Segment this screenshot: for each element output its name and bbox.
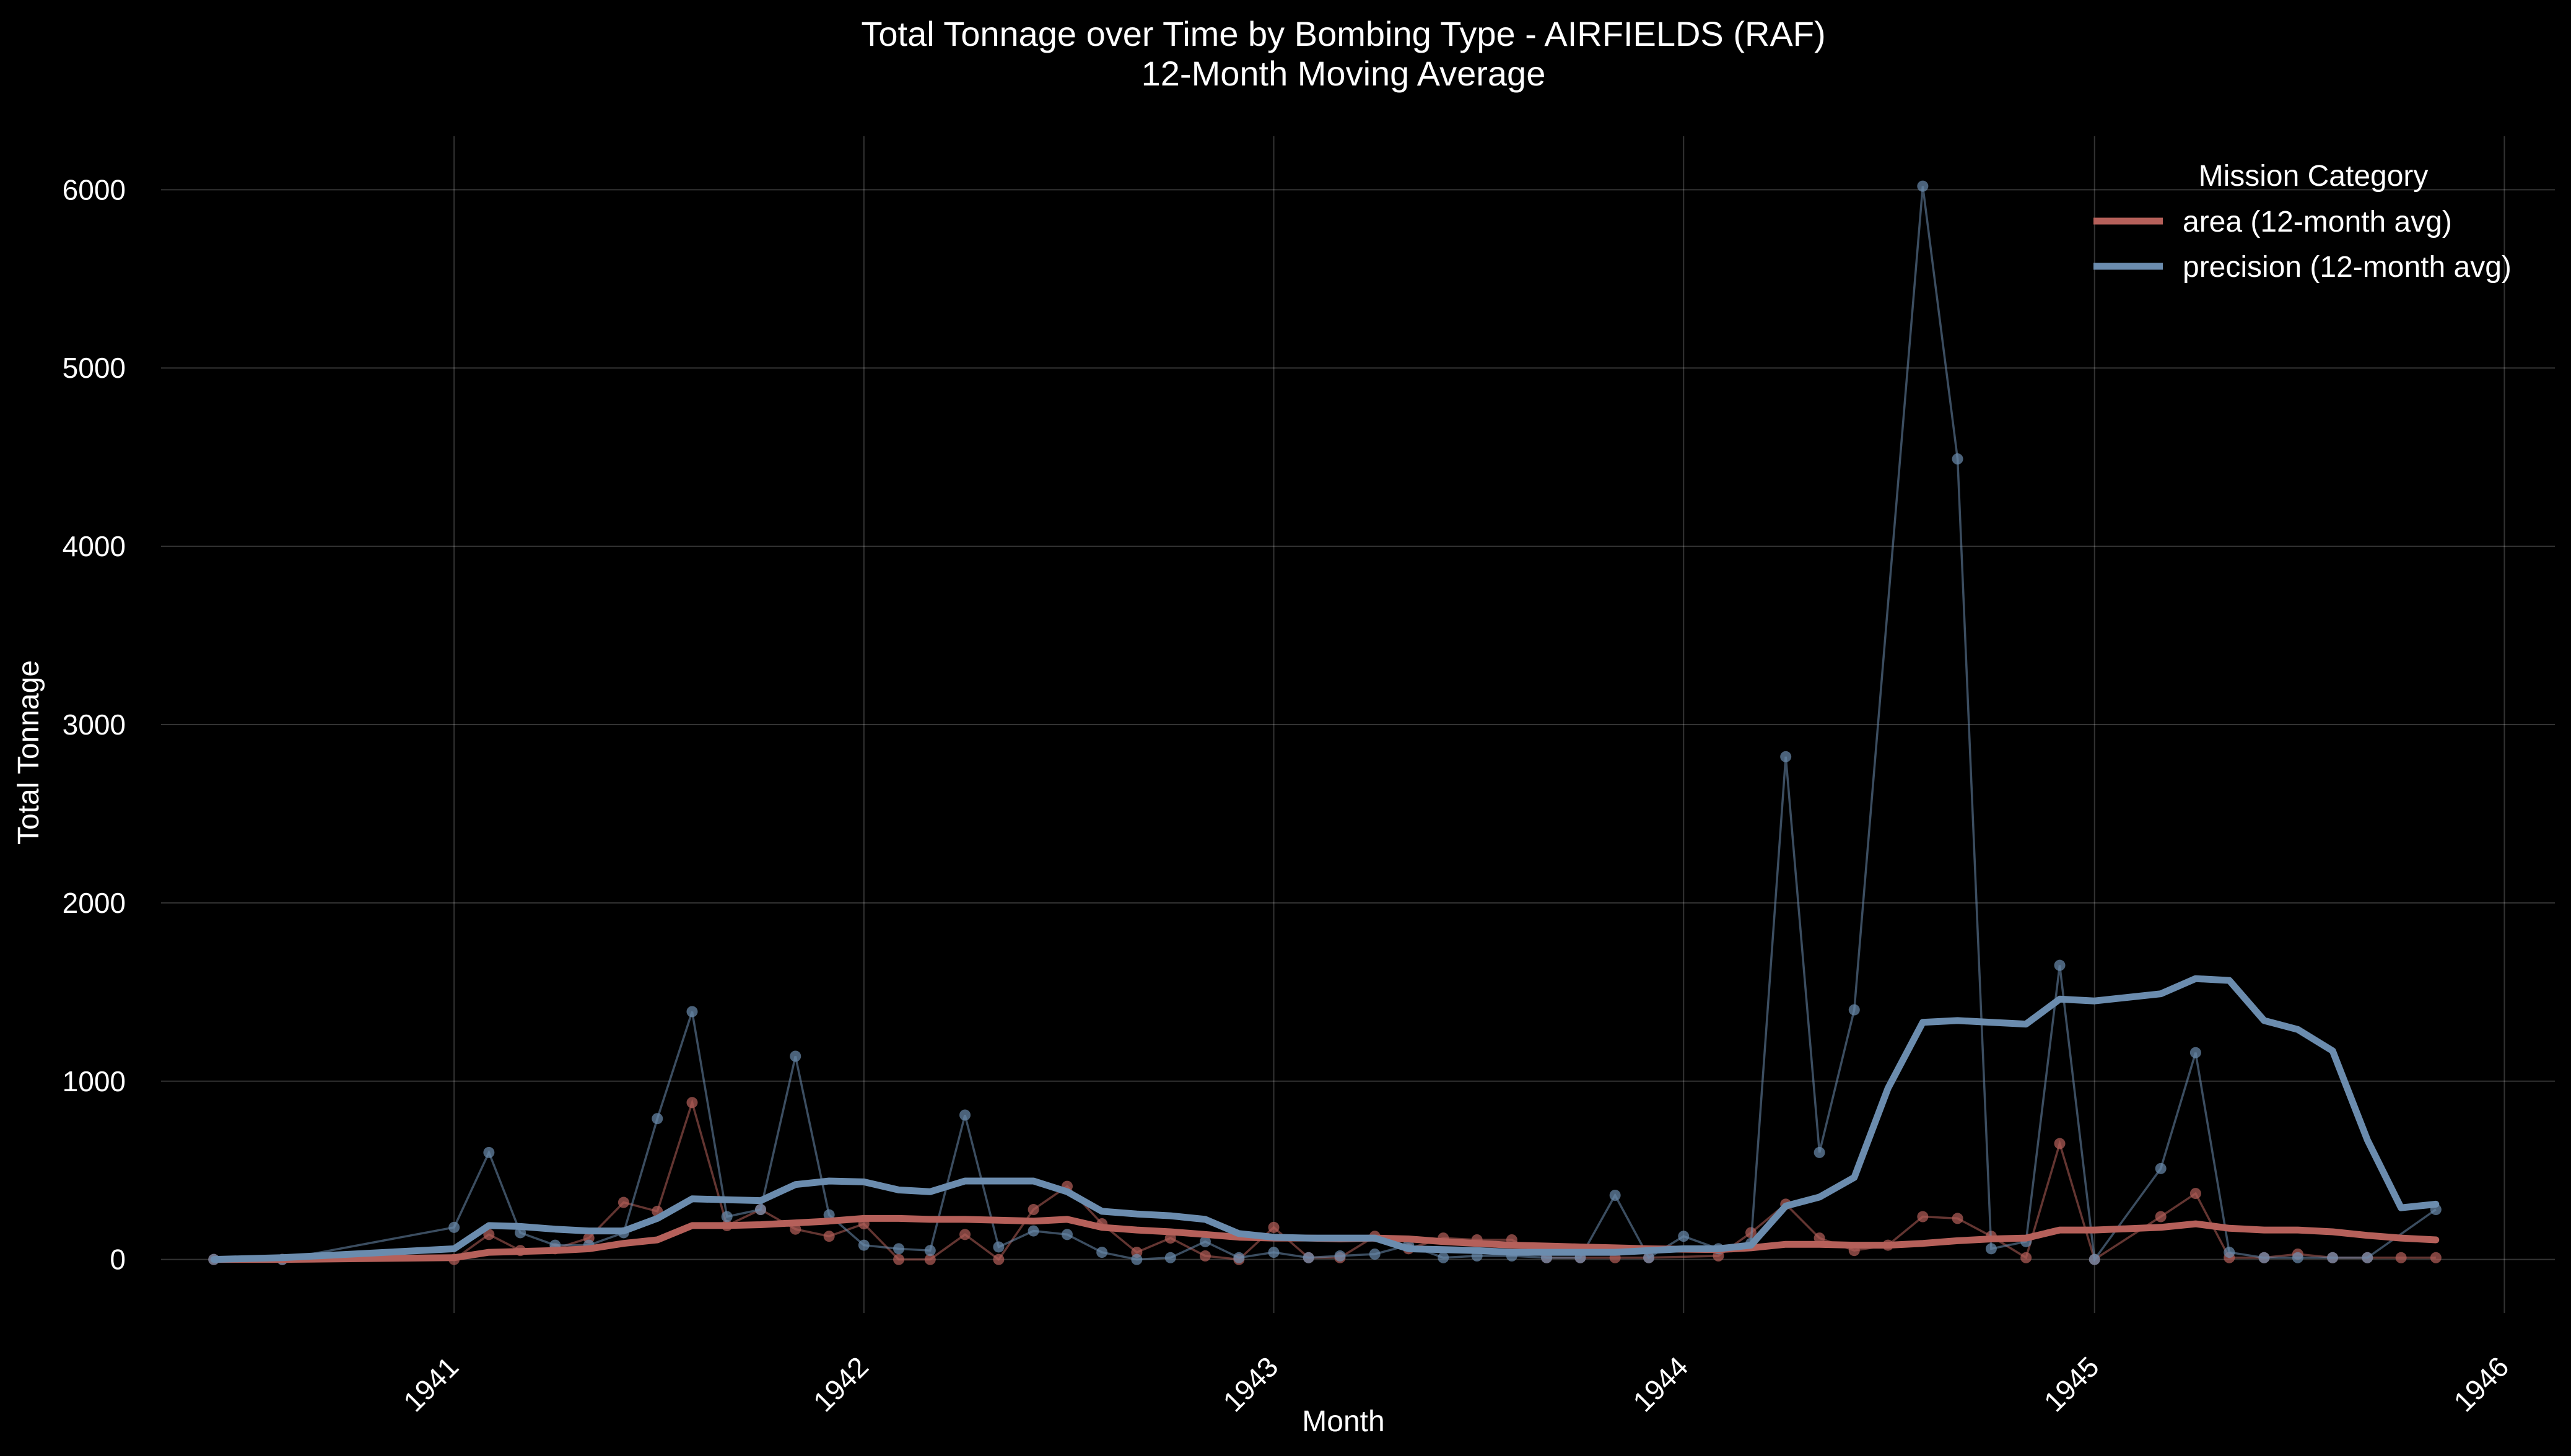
data-point-precision [1131,1253,1143,1265]
data-point-precision [959,1109,971,1121]
data-point-precision [2362,1252,2373,1263]
y-tick-label: 4000 [63,530,126,562]
data-point-area [2395,1252,2407,1263]
data-point-precision [2189,1047,2201,1058]
data-point-precision [993,1241,1005,1253]
data-point-precision [1233,1252,1245,1263]
data-point-precision [1164,1252,1176,1263]
grid [161,136,2555,1313]
data-point-area [1199,1250,1211,1262]
data-point-precision [721,1211,733,1223]
data-point-precision [1028,1225,1039,1237]
data-point-precision [1814,1146,1825,1158]
data-point-area [1028,1204,1039,1216]
data-point-precision [652,1113,663,1125]
y-tick-label: 1000 [63,1065,126,1097]
data-point-area [893,1253,905,1265]
data-point-precision [893,1243,905,1255]
data-point-area [1917,1211,1929,1223]
raw-line-precision [214,186,2437,1263]
data-point-precision [448,1221,460,1233]
data-point-precision [1268,1247,1280,1258]
series-layer [208,180,2442,1265]
data-point-precision [1199,1236,1211,1247]
data-point-precision [2089,1253,2100,1265]
data-point-precision [1780,751,1792,762]
data-point-precision [1643,1252,1655,1263]
data-point-area [1814,1232,1825,1244]
data-point-precision [755,1204,767,1216]
data-point-precision [2292,1252,2303,1263]
data-point-area [823,1231,835,1242]
data-point-area [686,1097,698,1109]
data-point-area [2155,1211,2167,1223]
data-point-precision [2054,959,2066,971]
chart-subtitle: 12-Month Moving Average [1141,54,1546,93]
avg-line-precision [210,975,2440,1263]
data-point-area [2020,1252,2032,1263]
y-axis-label: Total Tonnage [12,660,45,845]
data-point-area [2054,1138,2066,1149]
legend: Mission Category area (12-month avg) pre… [2093,160,2512,284]
data-point-area [993,1253,1005,1265]
data-point-precision [1438,1252,1449,1263]
data-point-precision [924,1245,936,1257]
data-point-area [618,1197,629,1208]
data-point-precision [1096,1247,1108,1258]
data-point-precision [2258,1252,2270,1263]
legend-title: Mission Category [2199,160,2429,193]
data-point-area [2430,1252,2442,1263]
data-point-precision [1369,1249,1381,1260]
y-tick-label: 6000 [63,173,126,206]
chart-title: Total Tonnage over Time by Bombing Type … [861,14,1825,53]
x-axis-label: Month [1302,1405,1384,1438]
data-point-precision [1952,453,1963,465]
y-tick-label: 2000 [63,887,126,919]
y-tick-label: 0 [110,1244,126,1276]
data-point-precision [686,1006,698,1018]
data-point-area [959,1229,971,1240]
data-point-precision [483,1146,495,1158]
legend-label-precision: precision (12-month avg) [2183,251,2512,284]
data-point-area [924,1253,936,1265]
data-point-precision [1678,1231,1690,1242]
data-point-precision [1917,180,1929,192]
data-point-precision [2224,1247,2235,1258]
legend-label-area: area (12-month avg) [2183,206,2452,238]
data-point-area [1952,1213,1963,1224]
data-point-area [483,1229,495,1240]
data-point-precision [858,1239,870,1251]
data-point-precision [1985,1243,1997,1255]
y-tick-label: 3000 [63,708,126,741]
data-point-precision [790,1050,801,1062]
data-point-precision [1334,1250,1346,1262]
data-point-precision [1848,1004,1860,1016]
y-tick-labels: 0 1000 2000 3000 4000 5000 6000 [63,173,126,1275]
y-tick-label: 5000 [63,352,126,384]
data-point-precision [2327,1252,2339,1263]
data-point-precision [1609,1190,1621,1201]
data-point-precision [1303,1252,1314,1263]
data-point-precision [1061,1229,1073,1240]
data-point-area [2189,1188,2201,1200]
data-point-area [1268,1221,1280,1233]
data-point-precision [2155,1162,2167,1174]
